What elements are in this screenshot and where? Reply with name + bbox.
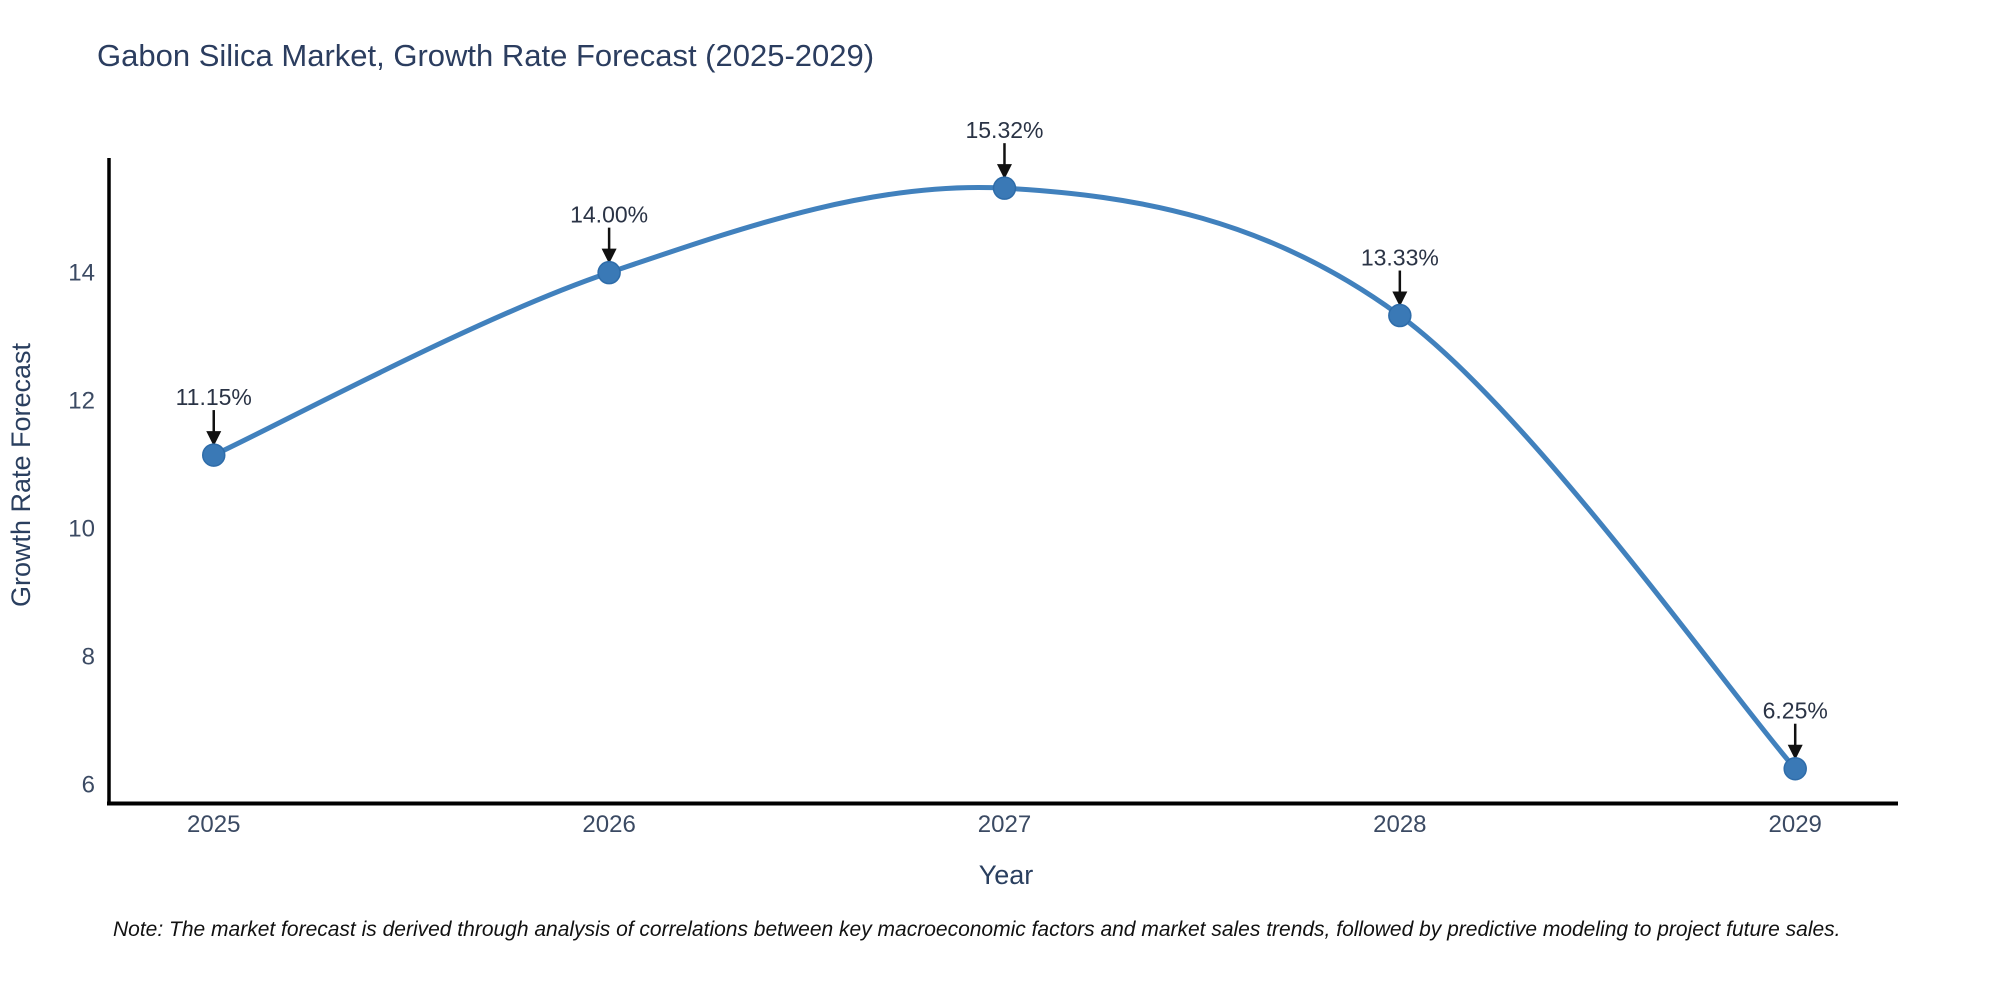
data-point-label: 14.00%: [570, 202, 648, 228]
growth-rate-forecast-chart: Gabon Silica Market, Growth Rate Forecas…: [6, 38, 1898, 890]
annotation-arrowhead-icon: [1392, 291, 1408, 307]
chart-title: Gabon Silica Market, Growth Rate Forecas…: [97, 38, 874, 73]
data-point-marker-2027[interactable]: [992, 176, 1017, 200]
x-tick-label: 2027: [978, 811, 1031, 838]
y-tick-label: 14: [68, 260, 95, 287]
y-tick-label: 12: [68, 388, 95, 415]
annotation-arrowhead-icon: [206, 431, 222, 447]
annotation-arrowhead-icon: [996, 164, 1012, 180]
x-tick-label: 2026: [582, 811, 635, 838]
x-tick-label: 2029: [1769, 811, 1822, 838]
forecast-line: [211, 185, 1798, 772]
y-tick-label: 6: [82, 772, 95, 799]
y-tick-label: 10: [68, 516, 95, 543]
y-axis-title: Growth Rate Forecast: [6, 342, 36, 607]
data-point-label: 6.25%: [1763, 698, 1828, 724]
data-point-label: 13.33%: [1361, 245, 1439, 271]
annotation-arrowhead-icon: [601, 248, 617, 264]
data-point-marker-2026[interactable]: [597, 260, 621, 285]
footnote-text: Note: The market forecast is derived thr…: [113, 918, 1841, 941]
data-point-label: 11.15%: [176, 384, 252, 410]
y-tick-label: 8: [82, 644, 95, 671]
data-point-marker-2025[interactable]: [201, 443, 226, 467]
annotation-arrowhead-icon: [1787, 744, 1803, 760]
data-point-marker-2028[interactable]: [1388, 303, 1412, 328]
data-point-marker-2029[interactable]: [1783, 756, 1807, 781]
plot-area[interactable]: 6 8 10 12 14 2025 2026 2027 2028 2029 11.15% 14.00%…: [68, 117, 1898, 838]
x-axis-title: Year: [979, 860, 1034, 890]
x-tick-label: 2025: [187, 811, 240, 838]
data-point-label: 15.32%: [965, 117, 1043, 143]
x-tick-label: 2028: [1373, 811, 1426, 838]
